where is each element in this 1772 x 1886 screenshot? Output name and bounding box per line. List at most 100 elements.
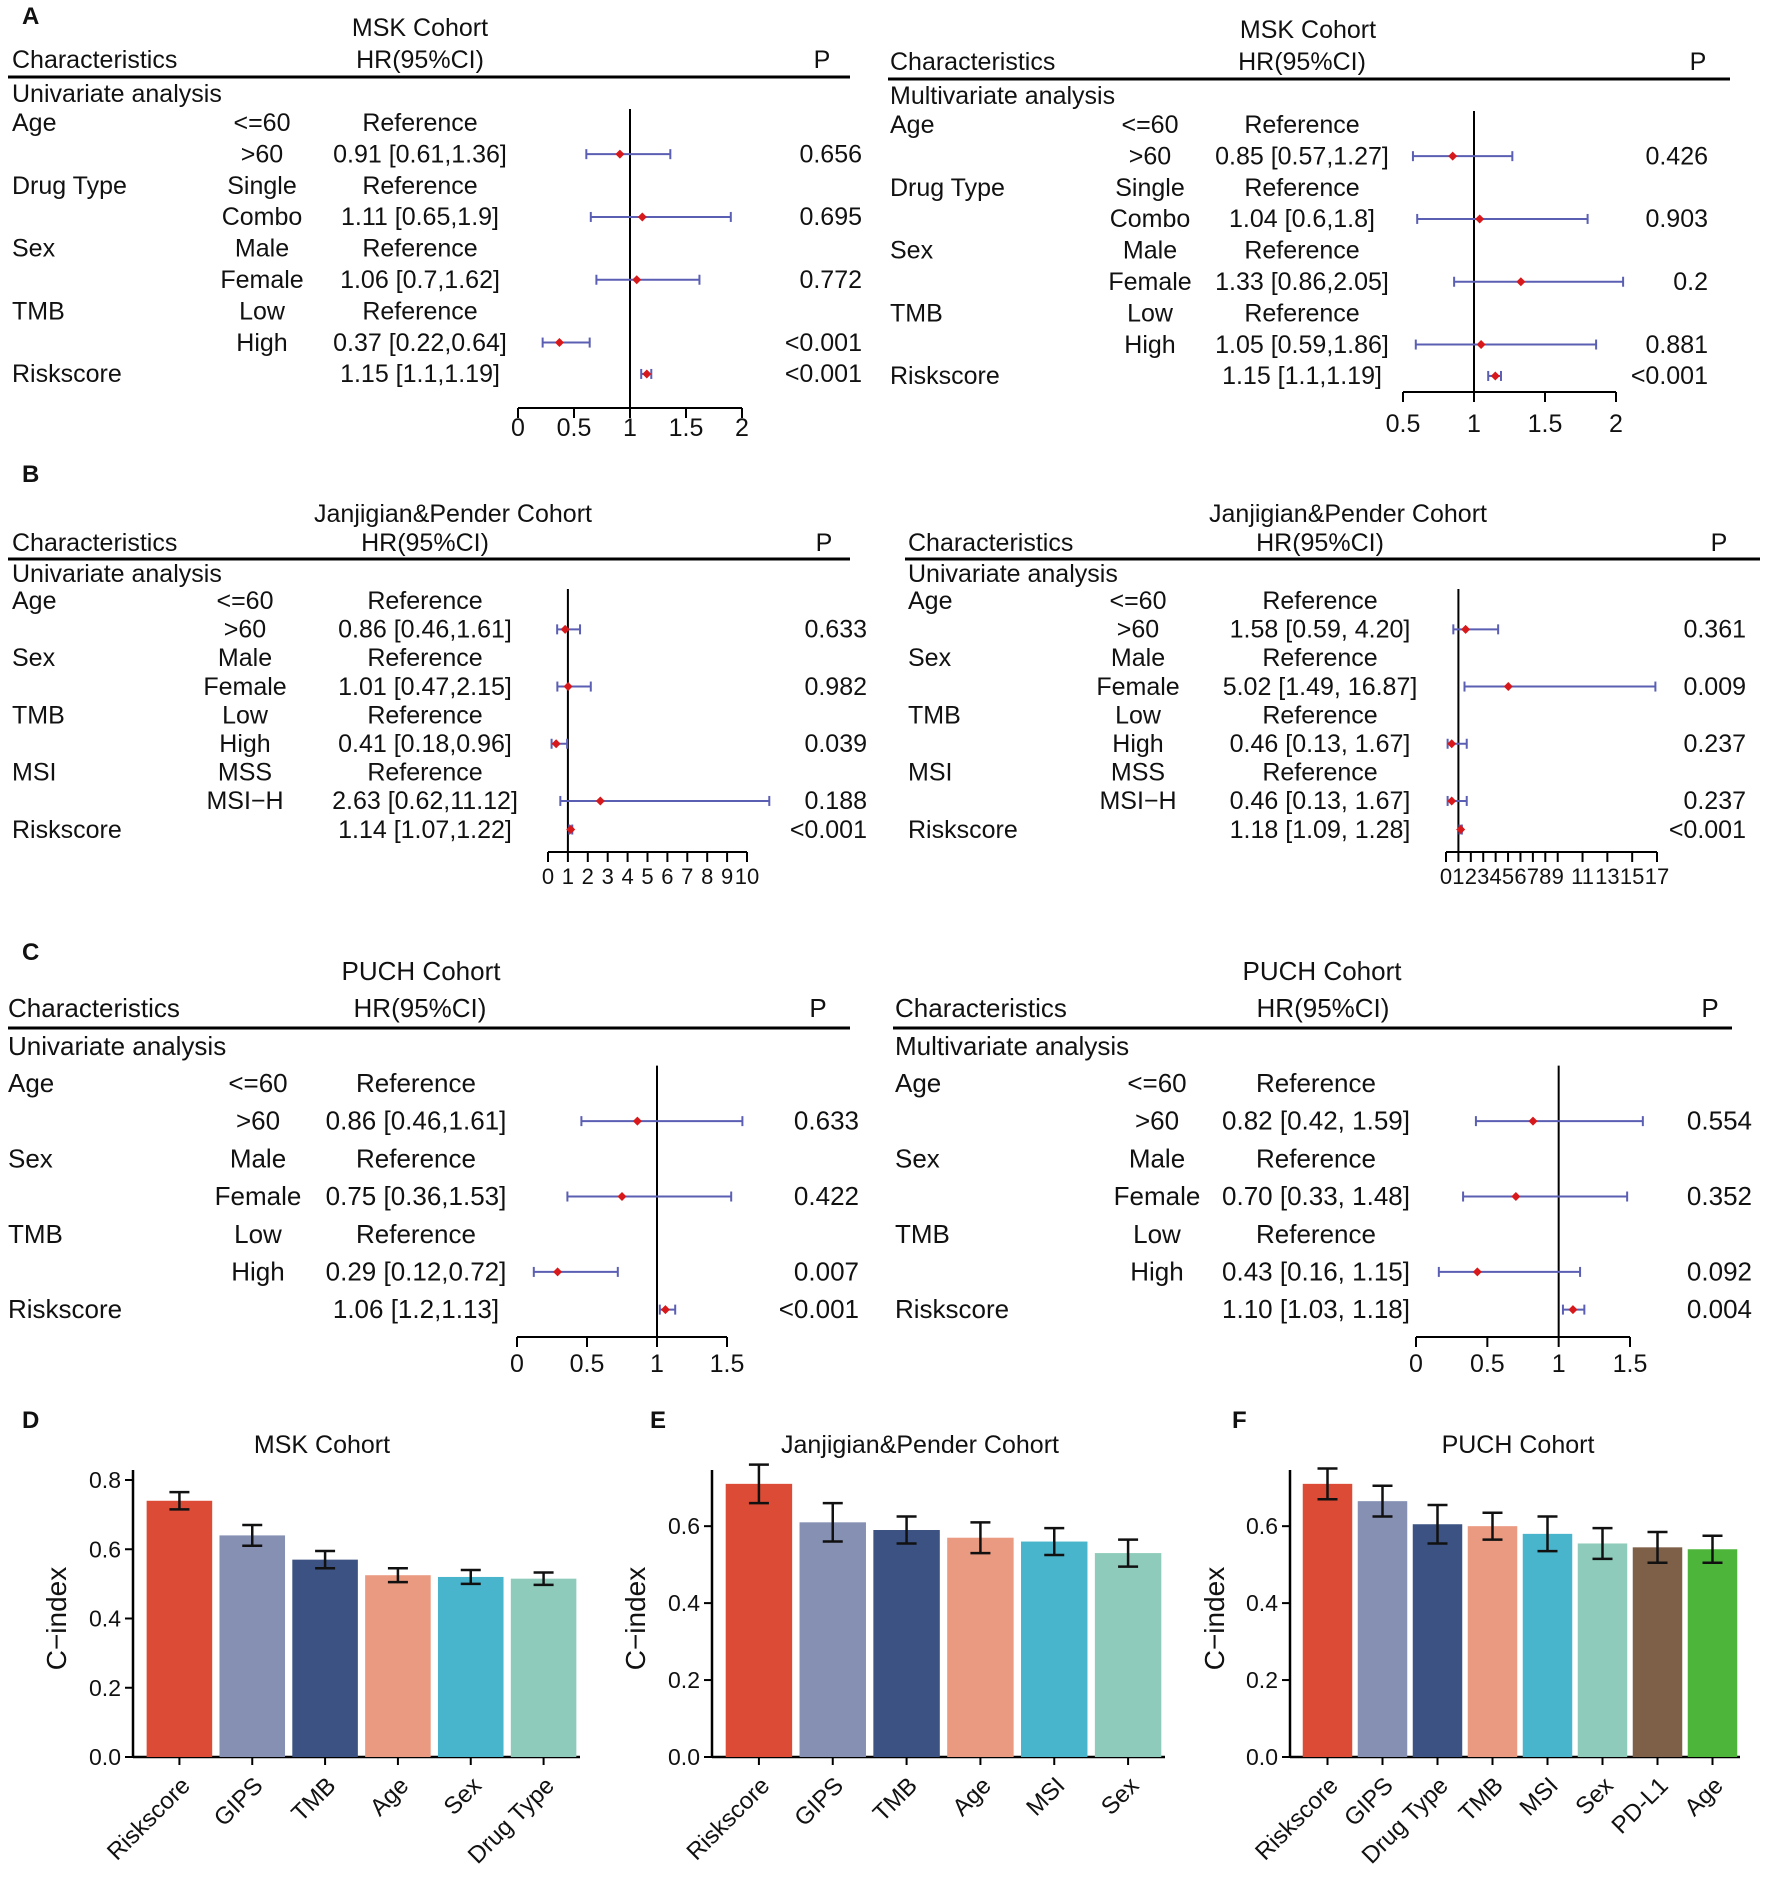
bar bbox=[1412, 1524, 1463, 1757]
row-p: <0.001 bbox=[790, 816, 867, 844]
x-tick-label: 2 bbox=[735, 414, 749, 442]
row-level: <=60 bbox=[216, 587, 273, 615]
row-hr: 1.11 [0.65,1.9] bbox=[341, 203, 499, 231]
row-variable: Riskscore bbox=[908, 816, 1018, 844]
hr-point bbox=[1447, 796, 1457, 806]
x-tick-label: 17 bbox=[1645, 864, 1669, 889]
row-level: High bbox=[236, 329, 287, 357]
y-axis-label: C−index bbox=[1199, 1567, 1230, 1671]
row-variable: Sex bbox=[890, 237, 934, 265]
hr-point bbox=[1476, 340, 1486, 350]
x-tick-label: 7 bbox=[1527, 864, 1539, 889]
row-hr: 2.63 [0.62,11.12] bbox=[332, 787, 518, 815]
row-hr: Reference bbox=[1244, 174, 1359, 202]
hr-point bbox=[1503, 682, 1513, 692]
x-tick-label: 0 bbox=[511, 414, 525, 442]
x-tick-label: 1.5 bbox=[1613, 1350, 1648, 1378]
x-tick-label: 3 bbox=[1477, 864, 1489, 889]
row-hr: 1.06 [0.7,1.62] bbox=[340, 266, 500, 294]
row-hr: 0.86 [0.46,1.61] bbox=[326, 1106, 507, 1136]
hr-point bbox=[1448, 151, 1458, 161]
hr-point bbox=[1568, 1305, 1578, 1315]
x-tick-label: 1.5 bbox=[710, 1350, 745, 1378]
x-tick-label: 7 bbox=[681, 864, 693, 889]
bar bbox=[1577, 1543, 1628, 1757]
row-hr: 0.29 [0.12,0.72] bbox=[326, 1257, 507, 1287]
bar bbox=[873, 1530, 940, 1757]
y-tick-label: 0.6 bbox=[89, 1536, 121, 1562]
row-hr: Reference bbox=[362, 235, 477, 263]
header-characteristics: Characteristics bbox=[8, 993, 180, 1023]
hr-point bbox=[566, 825, 576, 835]
row-level: Male bbox=[235, 235, 289, 263]
row-hr: Reference bbox=[356, 1068, 476, 1098]
row-variable: Age bbox=[12, 109, 56, 137]
hr-point bbox=[1456, 825, 1466, 835]
row-hr: 0.46 [0.13, 1.67] bbox=[1230, 730, 1411, 758]
row-hr: Reference bbox=[1244, 299, 1359, 327]
row-p: 0.656 bbox=[799, 140, 862, 168]
row-level: Female bbox=[1114, 1181, 1201, 1211]
row-level: <=60 bbox=[1109, 587, 1166, 615]
row-hr: 0.43 [0.16, 1.15] bbox=[1222, 1257, 1410, 1287]
y-tick-label: 0.2 bbox=[668, 1667, 700, 1693]
hr-point bbox=[1516, 277, 1526, 287]
x-tick-label: 1.5 bbox=[1528, 410, 1563, 438]
hr-point bbox=[554, 338, 564, 348]
x-tick-label: 9 bbox=[1552, 864, 1564, 889]
row-hr: 1.01 [0.47,2.15] bbox=[338, 673, 512, 701]
x-tick-label: 2 bbox=[1465, 864, 1477, 889]
row-level: Male bbox=[1123, 237, 1177, 265]
x-tick-label: 0.5 bbox=[557, 414, 592, 442]
row-hr: Reference bbox=[1244, 237, 1359, 265]
row-level: <=60 bbox=[233, 109, 290, 137]
bar bbox=[947, 1537, 1014, 1757]
x-tick-label: MSI bbox=[1021, 1772, 1070, 1821]
row-hr: 0.41 [0.18,0.96] bbox=[338, 730, 512, 758]
row-variable: Drug Type bbox=[12, 172, 127, 200]
hr-point bbox=[632, 275, 642, 285]
x-tick-label: 8 bbox=[701, 864, 713, 889]
bar bbox=[292, 1559, 358, 1757]
x-tick-label: Sex bbox=[1570, 1772, 1618, 1820]
row-hr: 0.82 [0.42, 1.59] bbox=[1222, 1106, 1410, 1136]
row-variable: Riskscore bbox=[895, 1294, 1009, 1324]
row-level: Combo bbox=[1110, 205, 1191, 233]
row-p: 0.2 bbox=[1673, 268, 1708, 296]
row-level: >60 bbox=[1117, 616, 1159, 644]
forest-panel-A2: MSK Cohort Characteristics HR(95%CI) P Multi… bbox=[888, 16, 1730, 438]
hr-point bbox=[595, 796, 605, 806]
header-characteristics: Characteristics bbox=[890, 48, 1055, 76]
row-level: High bbox=[1130, 1257, 1183, 1287]
x-tick-label: Age bbox=[365, 1772, 414, 1821]
row-p: 0.188 bbox=[804, 787, 867, 815]
bar bbox=[1357, 1501, 1408, 1757]
panel-letter-D: D bbox=[22, 1407, 39, 1434]
row-hr: 0.70 [0.33, 1.48] bbox=[1222, 1181, 1410, 1211]
bar-panel-E: Janjigian&Pender Cohort 0.0 0.2 0.4 0.6 C−ind… bbox=[620, 1431, 1165, 1866]
bar-panel-D: MSK Cohort 0.0 0.2 0.4 0.6 0.8 C−index Riskscor… bbox=[41, 1431, 580, 1869]
hr-point bbox=[563, 682, 573, 692]
row-p: 0.237 bbox=[1683, 787, 1746, 815]
row-variable: Drug Type bbox=[890, 174, 1005, 202]
row-hr: Reference bbox=[1262, 759, 1377, 787]
y-tick-label: 0.2 bbox=[1246, 1667, 1278, 1693]
row-p: 0.633 bbox=[804, 616, 867, 644]
panel-letter-E: E bbox=[650, 1407, 666, 1434]
y-tick-label: 0.0 bbox=[668, 1744, 700, 1770]
row-hr: Reference bbox=[367, 701, 482, 729]
header-hr: HR(95%CI) bbox=[1256, 529, 1384, 557]
x-tick-label: 4 bbox=[621, 864, 633, 889]
row-hr: 0.75 [0.36,1.53] bbox=[326, 1181, 507, 1211]
row-hr: 1.14 [1.07,1.22] bbox=[338, 816, 512, 844]
x-tick-label: 6 bbox=[1514, 864, 1526, 889]
row-hr: 1.10 [1.03, 1.18] bbox=[1222, 1294, 1410, 1324]
row-p: 0.881 bbox=[1645, 331, 1708, 359]
row-variable: Riskscore bbox=[12, 816, 122, 844]
x-tick-label: 1 bbox=[1552, 1350, 1566, 1378]
row-level: High bbox=[231, 1257, 284, 1287]
row-p: 0.695 bbox=[799, 203, 862, 231]
row-variable: Sex bbox=[12, 644, 56, 672]
row-level: Male bbox=[1111, 644, 1165, 672]
row-variable: TMB bbox=[12, 701, 65, 729]
